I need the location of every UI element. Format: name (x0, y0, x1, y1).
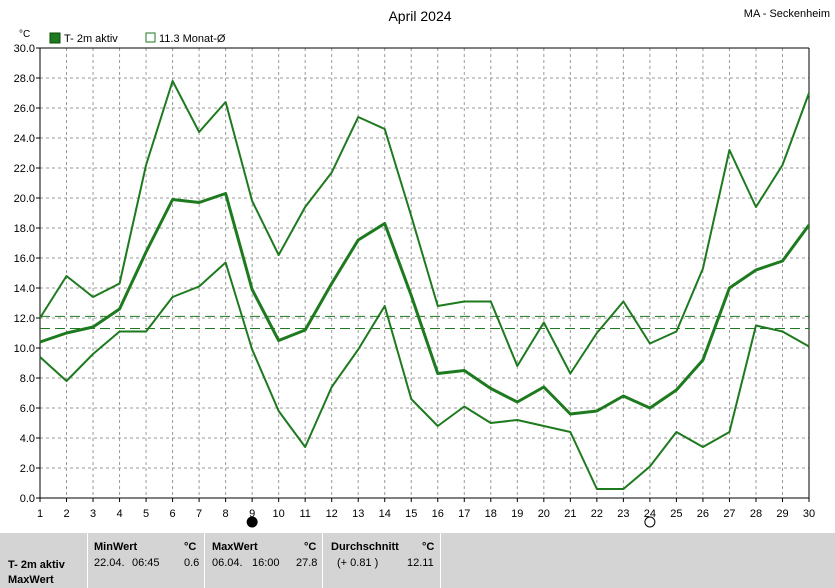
y-tick-label: 22.0 (14, 163, 35, 175)
stats-separator (87, 533, 88, 588)
y-tick-label: 14.0 (14, 283, 35, 295)
x-tick-label: 10 (273, 508, 285, 520)
statistics-panel: T- 2m aktiv MaxWert MinWert °C 22.04. 06… (0, 533, 835, 588)
y-tick-label: 18.0 (14, 223, 35, 235)
x-tick-label: 12 (326, 508, 338, 520)
stats-max-unit: °C (304, 541, 317, 553)
x-tick-label: 1 (37, 508, 43, 520)
stats-row-label-sensor: T- 2m aktiv (8, 559, 65, 571)
stats-min-value: 0.6 (184, 557, 200, 569)
stats-row-label-maxwert: MaxWert (8, 574, 54, 586)
axes (36, 47, 810, 502)
y-tick-label: 8.0 (20, 373, 35, 385)
x-tick-label: 29 (776, 508, 788, 520)
x-tick-label: 22 (591, 508, 603, 520)
moon-full-icon (644, 516, 656, 528)
x-tick-label: 11 (299, 508, 310, 520)
stats-min-unit: °C (184, 541, 197, 553)
stats-max-column: MaxWert °C 06.04. 16:00 27.8 (205, 533, 322, 588)
y-tick-label: 24.0 (14, 133, 35, 145)
x-tick-label: 27 (723, 508, 735, 520)
stats-max-time: 16:00 (252, 557, 280, 569)
x-tick-label: 20 (538, 508, 550, 520)
y-tick-label: 20.0 (14, 193, 35, 205)
x-tick-label: 6 (170, 508, 176, 520)
stats-avg-header: Durchschnitt (331, 541, 399, 553)
series-lines (39, 80, 811, 490)
stats-separator (322, 533, 323, 588)
moon-phase-markers (246, 516, 656, 528)
legend-swatch-series (49, 32, 61, 44)
stats-separator (440, 533, 441, 588)
x-tick-label: 26 (697, 508, 709, 520)
y-tick-label: 26.0 (14, 103, 35, 115)
x-tick-label: 7 (196, 508, 202, 520)
x-tick-label: 30 (803, 508, 815, 520)
y-tick-label: 2.0 (20, 463, 35, 475)
stats-min-date: 22.04. (94, 557, 125, 569)
y-tick-label: 0.0 (20, 493, 35, 505)
x-tick-label: 24 (644, 508, 656, 520)
series-line-min (39, 261, 810, 490)
x-tick-label: 9 (249, 508, 255, 520)
series-line-mean (39, 192, 811, 416)
stats-avg-value: 12.11 (407, 557, 434, 569)
grid-lines (39, 47, 810, 499)
x-tick-label: 21 (564, 508, 576, 520)
tick-labels: 0.0 2.0 4.0 6.0 8.0 10.0 12.0 14.0 16.0 18.0 20.0 2… (14, 43, 816, 520)
y-tick-label: 4.0 (20, 433, 35, 445)
x-tick-label: 25 (670, 508, 682, 520)
stats-max-value: 27.8 (296, 557, 318, 569)
stats-min-header: MinWert (94, 541, 138, 553)
stats-avg-column: Durchschnitt °C (+ 0.81 ) 12.11 (323, 533, 440, 588)
stats-avg-unit: °C (422, 541, 435, 553)
stats-avg-delta: (+ 0.81 ) (337, 557, 379, 569)
x-tick-label: 14 (379, 508, 391, 520)
y-tick-label: 12.0 (14, 313, 35, 325)
x-tick-label: 17 (458, 508, 470, 520)
x-tick-label: 5 (143, 508, 149, 520)
stats-min-column: MinWert °C 22.04. 06:45 0.6 (88, 533, 204, 588)
series-line-max (39, 80, 810, 375)
x-tick-label: 18 (485, 508, 497, 520)
chart-title: April 2024 (388, 8, 451, 24)
y-tick-label: 16.0 (14, 253, 35, 265)
legend: T- 2m aktiv 11.3 Monat-Ø (49, 32, 226, 45)
y-tick-label: 6.0 (20, 403, 35, 415)
stats-max-date: 06.04. (212, 557, 243, 569)
y-tick-label: 28.0 (14, 73, 35, 85)
x-tick-label: 3 (90, 508, 96, 520)
stats-min-time: 06:45 (132, 557, 160, 569)
moon-new-icon (246, 516, 258, 528)
stats-max-header: MaxWert (212, 541, 258, 553)
x-tick-label: 15 (405, 508, 417, 520)
x-tick-label: 16 (432, 508, 444, 520)
x-tick-label: 23 (617, 508, 629, 520)
x-tick-label: 2 (63, 508, 69, 520)
x-tick-label: 19 (511, 508, 523, 520)
legend-swatch-mean (145, 32, 156, 43)
x-tick-label: 28 (750, 508, 762, 520)
unit-label: °C (19, 29, 30, 40)
y-tick-label: 10.0 (14, 343, 35, 355)
reference-lines (40, 315, 809, 329)
legend-label-mean: 11.3 Monat-Ø (159, 33, 226, 45)
x-tick-label: 13 (352, 508, 364, 520)
y-tick-label: 30.0 (14, 43, 35, 55)
x-tick-label: 4 (116, 508, 122, 520)
x-tick-label: 8 (223, 508, 229, 520)
location-label: MA - Seckenheim (744, 8, 830, 20)
legend-label-series: T- 2m aktiv (64, 33, 118, 45)
temperature-chart: 0.0 2.0 4.0 6.0 8.0 10.0 12.0 14.0 16.0 18.0 20.0 2… (14, 8, 830, 528)
stats-separator (204, 533, 205, 588)
